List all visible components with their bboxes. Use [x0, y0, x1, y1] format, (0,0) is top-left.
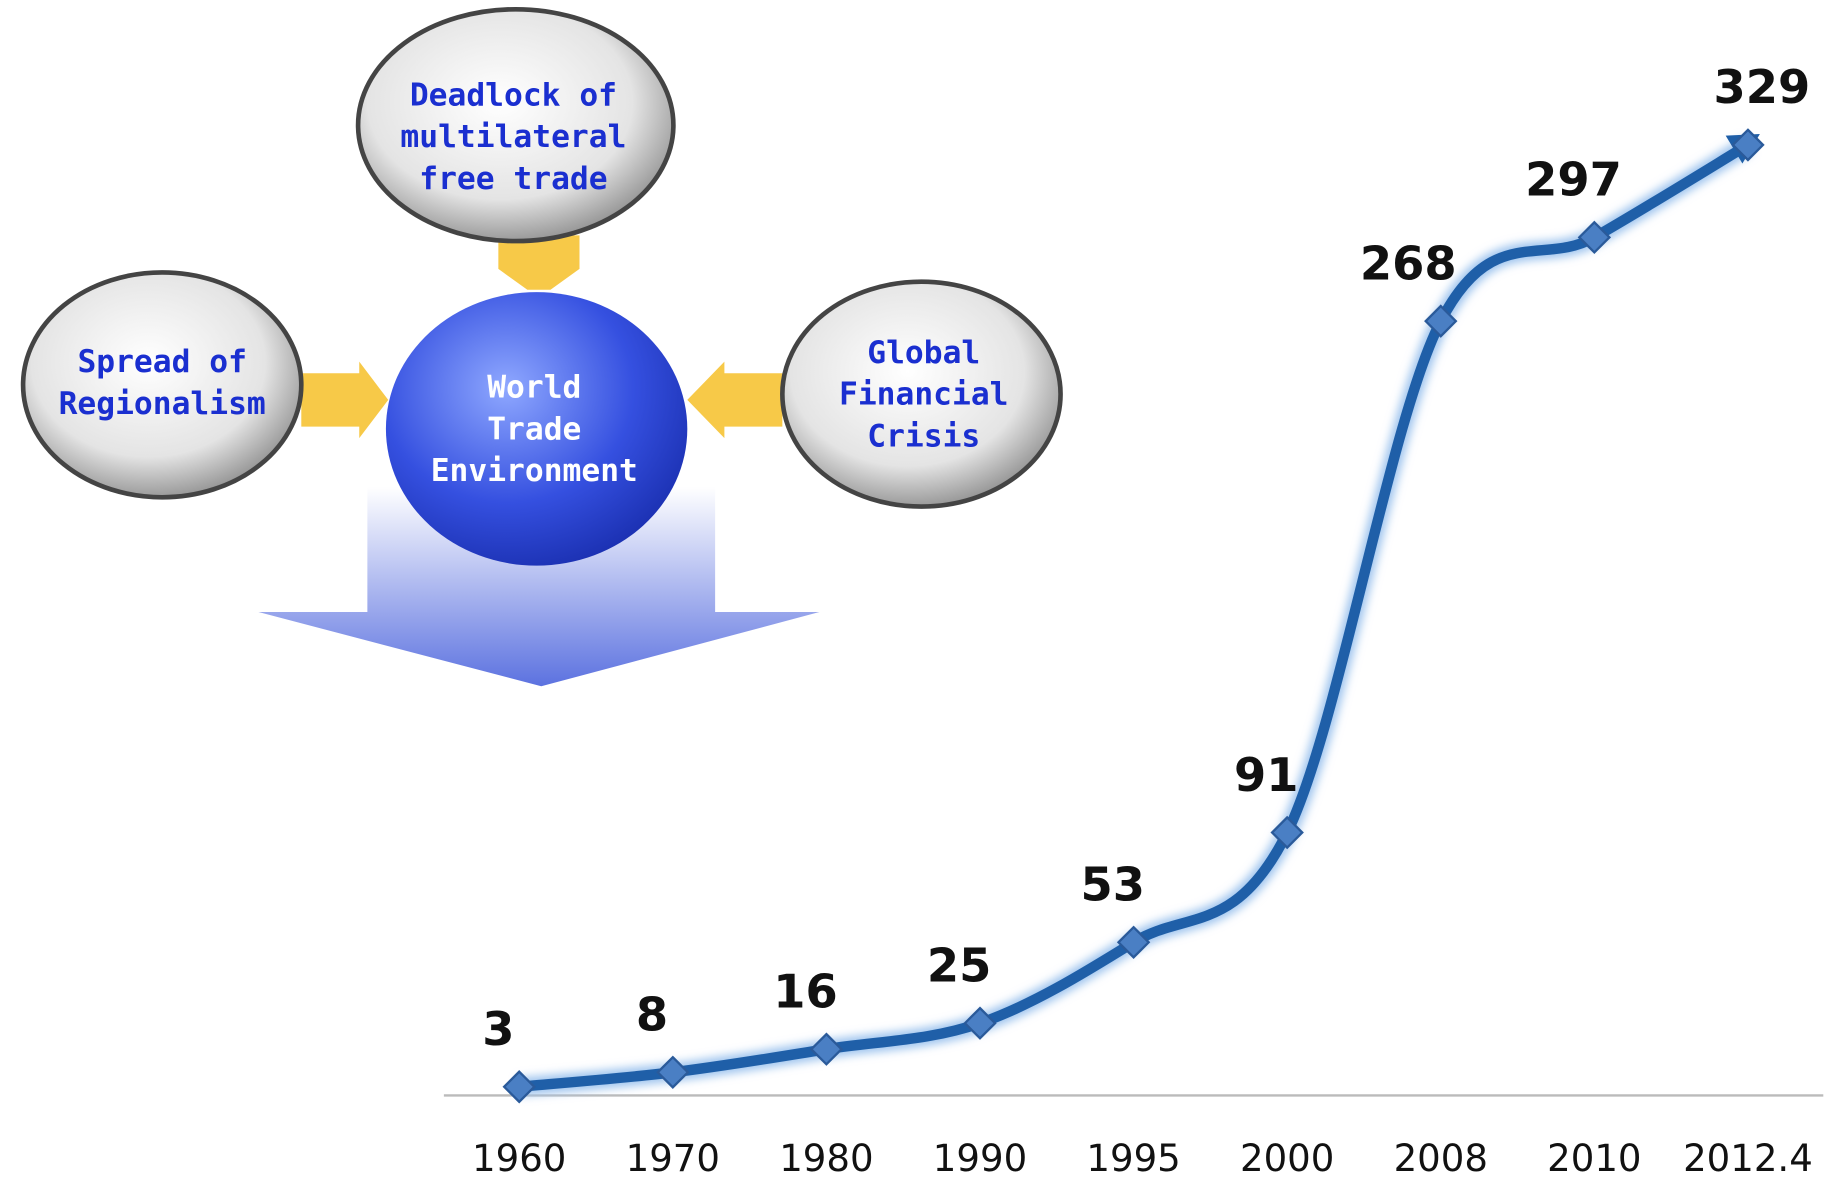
- value-label: 329: [1713, 60, 1810, 114]
- value-label: 53: [1080, 858, 1145, 912]
- value-label: 297: [1525, 153, 1622, 207]
- value-label: 8: [636, 988, 668, 1042]
- x-tick-label: 1980: [779, 1137, 873, 1180]
- x-tick-label: 2000: [1240, 1137, 1334, 1180]
- x-tick-label: 2008: [1394, 1137, 1488, 1180]
- x-tick-label: 1990: [933, 1137, 1027, 1180]
- x-tick-label: 1995: [1086, 1137, 1180, 1180]
- bubble-top-text: Deadlock of: [410, 77, 617, 113]
- sphere-text: Environment: [431, 453, 638, 489]
- value-label: 16: [773, 964, 838, 1018]
- value-label: 268: [1360, 236, 1457, 290]
- bubble-right-text: Global: [867, 335, 980, 371]
- result-text: Competition: [439, 829, 646, 865]
- bubble-left-text: Regionalism: [59, 386, 266, 422]
- sphere-text: Trade: [487, 411, 581, 447]
- page: Deadlock of multilateral free trade Spread …: [0, 0, 1829, 1187]
- bubble-right-text: Financial: [839, 377, 1009, 413]
- bubble-top-text: multilateral: [400, 119, 626, 155]
- value-label: 3: [482, 1002, 514, 1056]
- x-tick-label: 1960: [472, 1137, 566, 1180]
- bubble-top-text: free trade: [419, 161, 607, 197]
- result-text: FTA: [514, 787, 571, 823]
- sphere-text: World: [487, 370, 581, 406]
- x-tick-label: 2010: [1547, 1137, 1641, 1180]
- x-tick-label: 1970: [626, 1137, 720, 1180]
- marker: [504, 1072, 534, 1102]
- bubble-right-text: Crisis: [867, 418, 980, 454]
- x-tick-label: 2012.4: [1683, 1137, 1813, 1180]
- value-label: 25: [927, 938, 992, 992]
- value-label: 91: [1234, 748, 1299, 802]
- bubble-left-text: Spread of: [77, 344, 247, 380]
